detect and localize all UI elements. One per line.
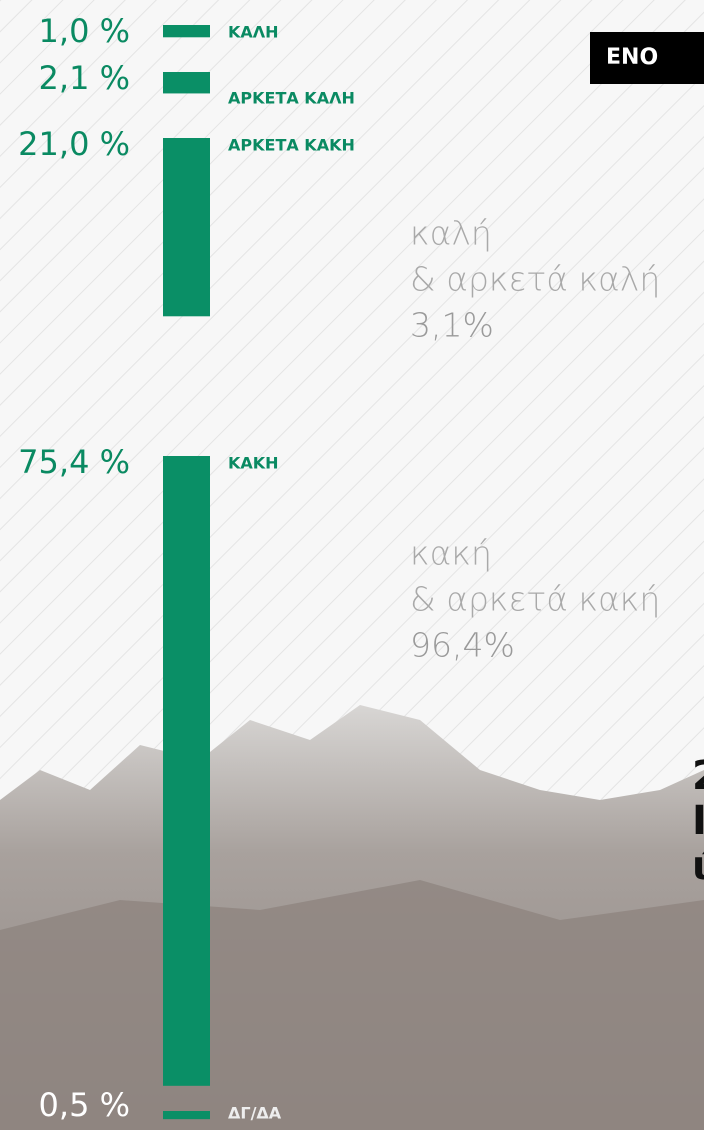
- cropped-text: 2: [692, 753, 704, 799]
- value-label: 75,4 %: [18, 443, 130, 481]
- category-label: ΑΡΚΕΤΑ ΚΑΛΗ: [228, 89, 355, 108]
- annotation: 3,1%: [410, 306, 494, 345]
- value-label: 2,1 %: [39, 59, 130, 97]
- bar-segment: [163, 1111, 210, 1120]
- header-box: [590, 32, 704, 84]
- category-label: ΑΡΚΕΤΑ ΚΑΚΗ: [228, 136, 355, 155]
- annotation: & αρκετά καλή: [410, 260, 660, 299]
- bar-segment: [163, 25, 210, 38]
- value-label: 0,5 %: [39, 1086, 130, 1124]
- annotation: 96,4%: [410, 626, 515, 665]
- category-label: ΚΑΛΗ: [228, 23, 279, 42]
- cropped-text: ύ: [692, 843, 704, 889]
- category-label: ΔΓ/ΔΑ: [228, 1104, 282, 1123]
- annotation: & αρκετά κακή: [410, 580, 660, 619]
- chart: 1,0 % ΚΑΛΗ 2,1 % ΑΡΚΕΤΑ ΚΑΛΗ 21,0 % ΑΡΚΕΤΑ ΚΑ…: [18, 12, 704, 1124]
- category-label: ΚΑΚΗ: [228, 454, 279, 473]
- annotation: κακή: [410, 534, 492, 573]
- cropped-text: Ι: [692, 798, 704, 844]
- bar-segment: [163, 138, 210, 317]
- value-label: 21,0 %: [18, 125, 130, 163]
- value-label: 1,0 %: [39, 12, 130, 50]
- annotation: καλή: [410, 214, 492, 253]
- bar-segment: [163, 456, 210, 1086]
- header: ΕΝΟ: [606, 45, 658, 70]
- bar-segment: [163, 72, 210, 94]
